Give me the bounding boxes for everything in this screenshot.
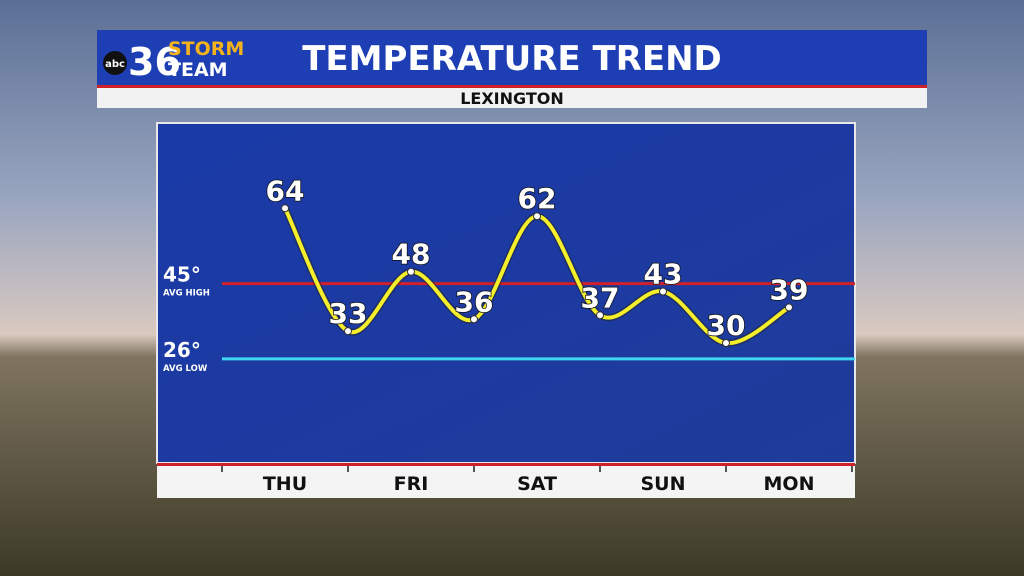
- data-label: 48: [392, 238, 431, 271]
- logo-network: abc: [105, 59, 125, 70]
- line: [283, 207, 791, 346]
- point: [470, 315, 478, 324]
- chart-title: TEMPERATURE TREND: [302, 39, 722, 79]
- x-tick-label: SUN: [640, 473, 685, 495]
- point: [533, 212, 541, 221]
- logo-storm: STORM: [168, 38, 244, 60]
- data-label: 30: [707, 309, 746, 342]
- reference-sublabel: AVG LOW: [163, 364, 208, 374]
- logo-circle: [103, 51, 127, 75]
- data-label: 39: [770, 273, 809, 306]
- data-label: 37: [581, 281, 620, 314]
- logo-team: TEAM: [168, 59, 228, 81]
- reference-label: 45°: [163, 263, 201, 287]
- title-rule: [97, 85, 927, 88]
- point: [344, 327, 352, 336]
- x-axis-bar: [157, 466, 855, 498]
- point: [407, 267, 415, 276]
- reference-label: 26°: [163, 338, 201, 362]
- point: [722, 339, 730, 348]
- data-label: 33: [329, 297, 368, 330]
- x-tick-label: FRI: [394, 473, 429, 495]
- reference-sublabel: AVG HIGH: [163, 289, 210, 299]
- point: [785, 303, 793, 312]
- data-label: 64: [266, 174, 305, 207]
- point: [596, 311, 604, 320]
- data-label: 62: [518, 182, 557, 215]
- logo-number: 36: [128, 40, 181, 84]
- data-label: 43: [644, 258, 683, 291]
- point: [281, 204, 289, 213]
- axis-rule: [157, 463, 855, 466]
- day-dividers: [221, 466, 853, 472]
- chart-subtitle: LEXINGTON: [460, 89, 564, 108]
- title-bar: [97, 30, 927, 85]
- data-label: 36: [455, 285, 494, 318]
- plot-panel: [156, 122, 856, 464]
- x-tick-label: MON: [764, 473, 815, 495]
- subtitle-bar: [97, 88, 927, 108]
- point: [659, 287, 667, 296]
- x-tick-label: SAT: [517, 473, 557, 495]
- x-tick-label: THU: [263, 473, 307, 495]
